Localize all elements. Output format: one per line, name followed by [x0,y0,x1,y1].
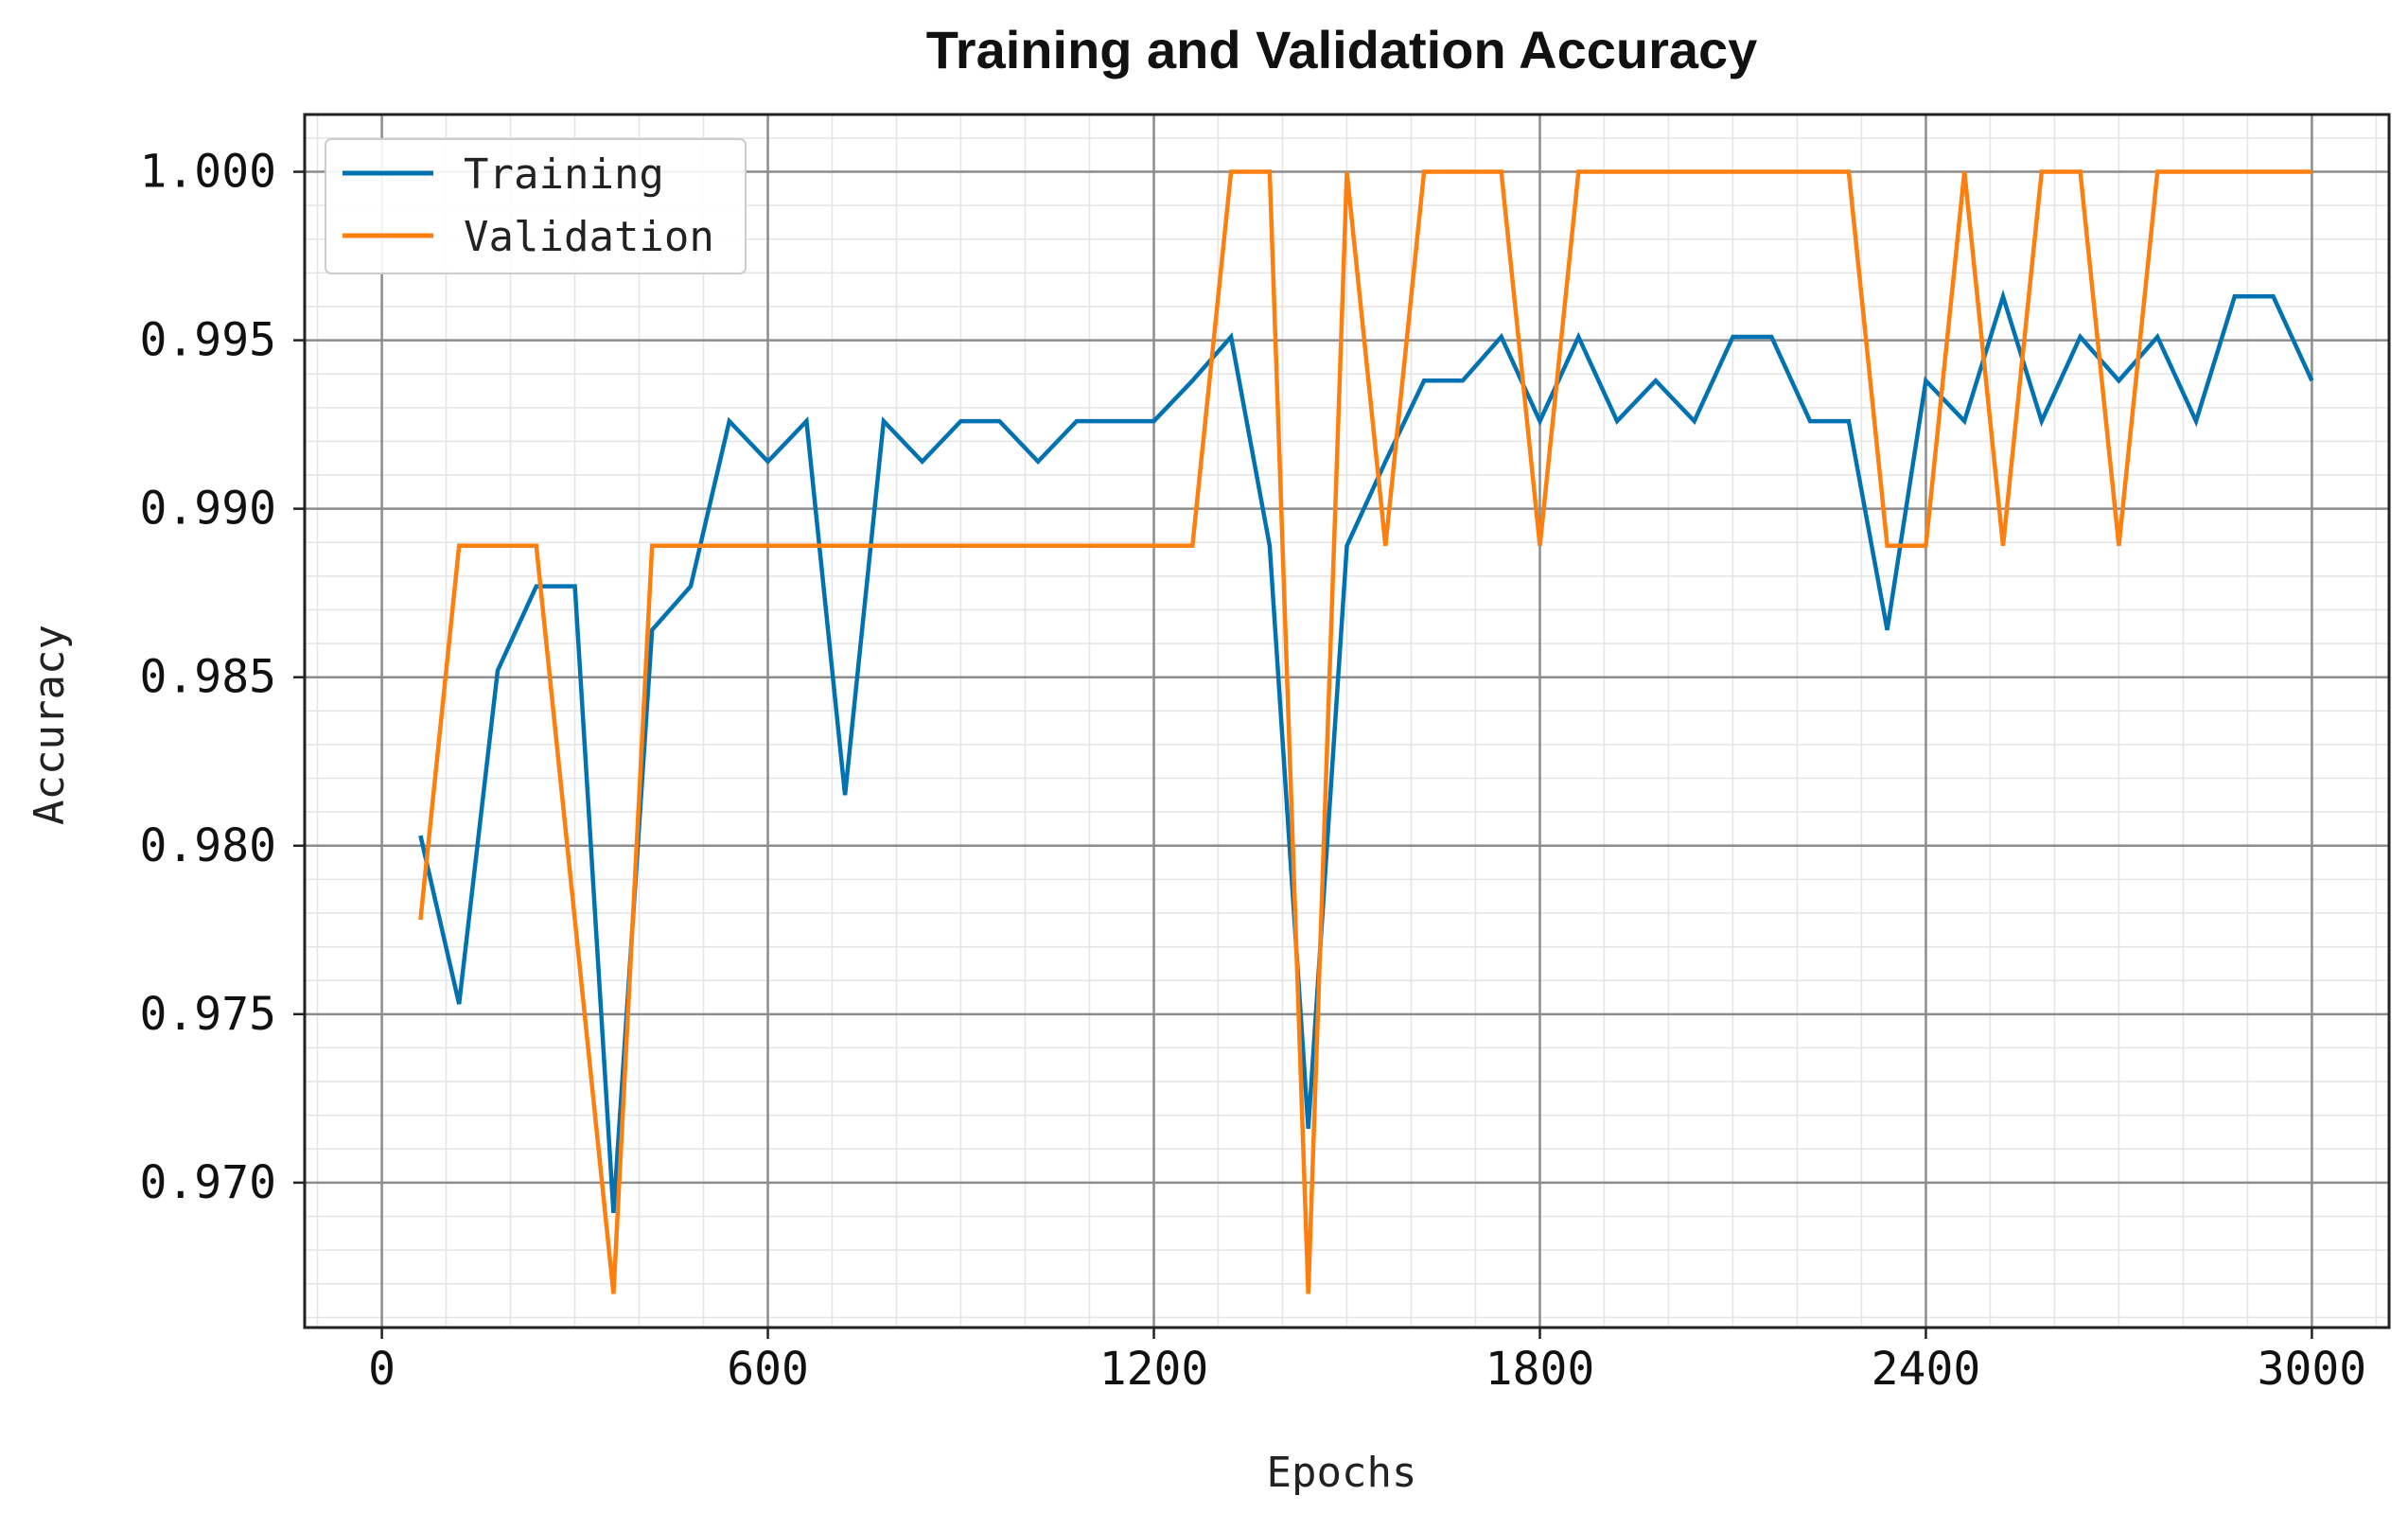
legend-label-training: Training [464,150,664,199]
y-tick-label: 0.995 [140,314,277,367]
x-tick-label: 0 [368,1343,395,1396]
x-tick-label: 1800 [1485,1343,1595,1396]
x-axis-label: Epochs [1267,1449,1417,1497]
x-tick-label: 2400 [1872,1343,1981,1396]
plot-frame [303,113,2391,1329]
legend: Training Validation [325,138,747,274]
series-line-training [418,289,2314,1214]
series-line-validation [418,169,2312,1294]
y-tick-label: 0.985 [140,651,277,704]
major-grid [305,114,2389,1328]
chart-title: Training and Validation Accuracy [926,20,1758,79]
legend-label-validation: Validation [464,213,714,261]
y-tick-label: 0.990 [140,483,277,536]
series-layer [418,169,2314,1294]
x-tick-label: 1200 [1099,1343,1209,1396]
y-axis-label: Accuracy [26,625,74,825]
y-tick-label: 0.975 [140,988,277,1041]
axis-ticks: 0 600 1200 1800 2400 3000 0.970 0.975 0.980 0.985… [140,146,2367,1396]
y-tick-label: 1.000 [140,146,277,199]
y-tick-label: 0.970 [140,1156,277,1209]
y-tick-label: 0.980 [140,819,277,872]
x-tick-label: 600 [727,1343,809,1396]
x-tick-label: 3000 [2258,1343,2367,1396]
